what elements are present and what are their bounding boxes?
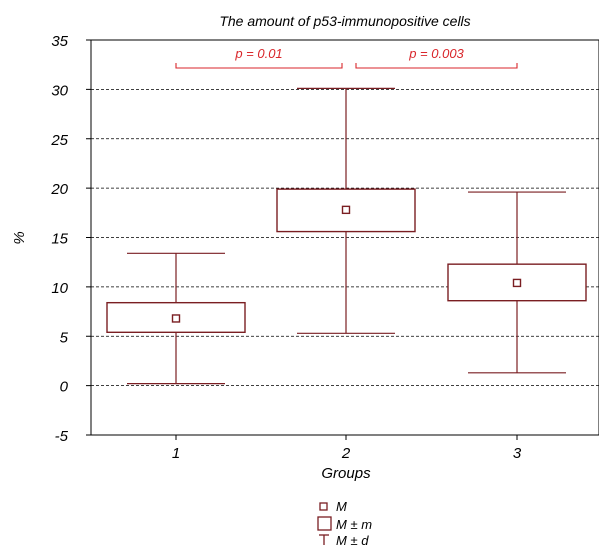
y-tick-label: 25 <box>50 132 68 149</box>
x-tick-label: 2 <box>341 445 351 462</box>
y-tick-label: 20 <box>50 181 68 198</box>
mean-marker <box>512 278 522 288</box>
y-tick-label: 35 <box>51 33 68 50</box>
y-tick-label: 0 <box>60 379 69 396</box>
legend-mean-symbol <box>319 502 328 511</box>
p-value-label: p = 0.01 <box>234 46 282 61</box>
grid-lines <box>91 88 599 387</box>
y-tick-label: 5 <box>60 329 69 346</box>
legend-box-symbol <box>317 516 332 531</box>
bracket-line <box>175 63 343 69</box>
y-axis-label: % <box>11 231 28 244</box>
y-tick-label: 15 <box>51 231 68 248</box>
p-value-label: p = 0.003 <box>408 46 464 61</box>
chart-title: The amount of p53-immunopositive cells <box>219 13 470 29</box>
x-tick-label: 3 <box>513 445 522 462</box>
y-tick-label: 30 <box>51 82 68 99</box>
y-tick-label: -5 <box>55 428 69 445</box>
significance-annotations: p = 0.01 p = 0.003 <box>175 46 518 69</box>
x-axis-label: Groups <box>321 465 371 482</box>
bracket-line <box>355 63 518 69</box>
boxes <box>106 87 587 385</box>
mean-marker <box>341 205 351 215</box>
legend-mean-label: M <box>336 499 347 514</box>
legend: M M ± mM ± d <box>317 499 372 548</box>
annotation-bracket: p = 0.01 <box>175 46 343 69</box>
y-tick-label: 10 <box>51 280 68 297</box>
annotation-bracket: p = 0.003 <box>355 46 518 69</box>
mean-marker <box>171 314 181 323</box>
x-axis: 1 2 3 <box>172 435 522 462</box>
x-tick-label: 1 <box>172 445 180 462</box>
box-group-1 <box>106 252 246 385</box>
box-group-3 <box>447 191 587 374</box>
legend-box-label: M ± m <box>336 517 372 532</box>
box-group-2 <box>276 87 416 334</box>
legend-whisker-label: M ± d <box>336 533 369 548</box>
y-axis: -5 0 5 10 15 20 25 30 35 <box>50 33 91 445</box>
